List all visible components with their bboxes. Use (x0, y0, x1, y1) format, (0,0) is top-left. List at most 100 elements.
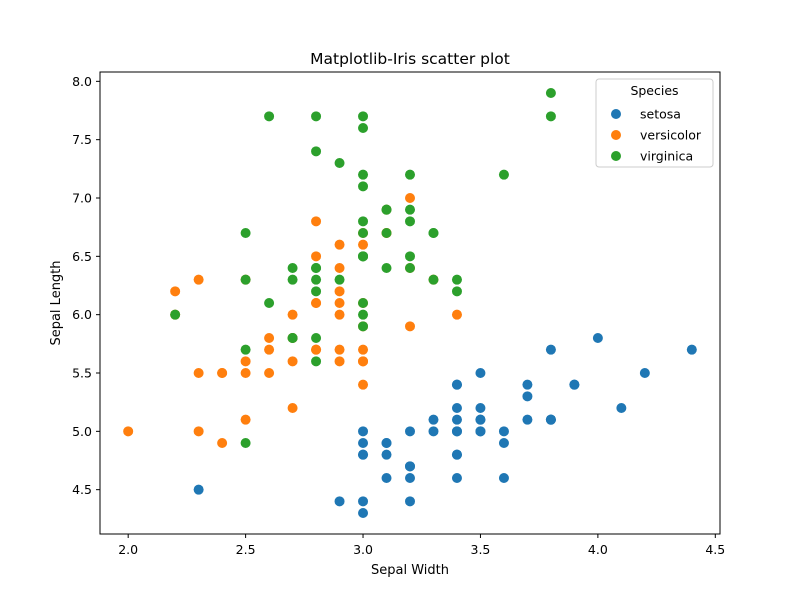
x-tick-label: 3.0 (353, 542, 373, 557)
data-point-virginica (358, 298, 369, 308)
data-point-versicolor (334, 263, 345, 273)
x-tick-label: 4.0 (588, 542, 608, 557)
y-tick-label: 6.5 (72, 249, 92, 264)
data-point-virginica (334, 158, 345, 168)
legend-label-virginica: virginica (640, 149, 693, 164)
data-point-setosa (381, 473, 392, 483)
data-point-setosa (522, 414, 533, 425)
data-point-virginica (405, 251, 415, 262)
data-point-setosa (428, 426, 439, 437)
data-point-virginica (240, 228, 251, 238)
data-point-setosa (475, 403, 486, 413)
data-point-virginica (358, 309, 369, 320)
data-points (123, 88, 697, 518)
data-point-virginica (240, 438, 251, 448)
data-point-virginica (358, 228, 369, 238)
x-axis-label: Sepal Width (371, 563, 449, 578)
data-point-virginica (358, 216, 369, 227)
x-axis: 2.0 2.5 3.0 3.5 4.0 4.5 (118, 534, 725, 557)
series-virginica (170, 88, 556, 448)
legend-marker-virginica (611, 151, 621, 161)
data-point-virginica (358, 181, 369, 192)
data-point-versicolor (451, 309, 462, 320)
data-point-setosa (522, 379, 533, 390)
data-point-virginica (381, 204, 392, 215)
legend-title: Species (630, 83, 678, 98)
data-point-virginica (545, 111, 556, 122)
data-point-virginica (311, 111, 322, 122)
legend-label-versicolor: versicolor (640, 128, 702, 143)
data-point-setosa (381, 438, 392, 448)
data-point-setosa (381, 449, 392, 460)
data-point-versicolor (240, 414, 251, 425)
data-point-versicolor (311, 344, 322, 355)
data-point-setosa (451, 449, 462, 460)
data-point-versicolor (287, 309, 298, 320)
data-point-virginica (428, 228, 439, 238)
data-point-virginica (311, 333, 322, 343)
data-point-virginica (240, 274, 251, 285)
data-point-virginica (311, 146, 322, 157)
data-point-setosa (405, 461, 415, 472)
data-point-setosa (569, 379, 580, 390)
legend: Species setosa versicolor virginica (595, 78, 714, 168)
data-point-versicolor (334, 356, 345, 367)
plot-area (99, 71, 721, 535)
data-point-setosa (405, 426, 415, 437)
data-point-setosa (475, 414, 486, 425)
data-point-virginica (334, 274, 345, 285)
data-point-versicolor (334, 344, 345, 355)
y-tick-label: 6.0 (72, 307, 92, 322)
data-point-virginica (287, 333, 298, 343)
data-point-versicolor (358, 239, 369, 250)
data-point-virginica (428, 274, 439, 285)
data-point-versicolor (334, 298, 345, 308)
y-tick-label: 5.0 (72, 424, 92, 439)
data-point-versicolor (264, 344, 275, 355)
data-point-setosa (522, 391, 533, 402)
data-point-setosa (592, 333, 603, 343)
data-point-setosa (358, 449, 369, 460)
data-point-virginica (405, 169, 415, 180)
data-point-virginica (358, 111, 369, 122)
data-point-versicolor (311, 298, 322, 308)
data-point-versicolor (217, 368, 228, 378)
legend-box (595, 78, 714, 168)
data-point-setosa (358, 438, 369, 448)
data-point-versicolor (193, 274, 204, 285)
data-point-versicolor (358, 379, 369, 390)
legend-label-setosa: setosa (640, 107, 681, 122)
data-point-setosa (498, 438, 509, 448)
data-point-virginica (358, 123, 369, 133)
data-point-setosa (193, 484, 204, 495)
data-point-setosa (358, 426, 369, 437)
data-point-versicolor (287, 403, 298, 413)
data-point-versicolor (193, 426, 204, 437)
y-axis: 4.5 5.0 5.5 6.0 6.5 7.0 7.5 8.0 (72, 74, 100, 497)
data-point-virginica (498, 169, 509, 180)
data-point-setosa (428, 414, 439, 425)
data-point-setosa (475, 426, 486, 437)
chart-title: Matplotlib-Iris scatter plot (310, 50, 510, 68)
data-point-setosa (451, 426, 462, 437)
data-point-virginica (405, 216, 415, 227)
data-point-versicolor (358, 344, 369, 355)
legend-marker-versicolor (611, 130, 621, 140)
data-point-versicolor (405, 193, 415, 203)
x-tick-label: 2.0 (118, 542, 138, 557)
data-point-versicolor (334, 286, 345, 297)
data-point-versicolor (358, 356, 369, 367)
data-point-setosa (405, 473, 415, 483)
data-point-virginica (405, 204, 415, 215)
data-point-setosa (451, 414, 462, 425)
legend-marker-setosa (611, 109, 621, 119)
data-point-setosa (451, 403, 462, 413)
series-setosa (193, 333, 697, 518)
y-tick-label: 7.5 (72, 132, 92, 147)
data-point-setosa (405, 496, 415, 507)
data-point-virginica (311, 274, 322, 285)
data-point-versicolor (123, 426, 134, 437)
data-point-setosa (451, 379, 462, 390)
data-point-versicolor (334, 239, 345, 250)
